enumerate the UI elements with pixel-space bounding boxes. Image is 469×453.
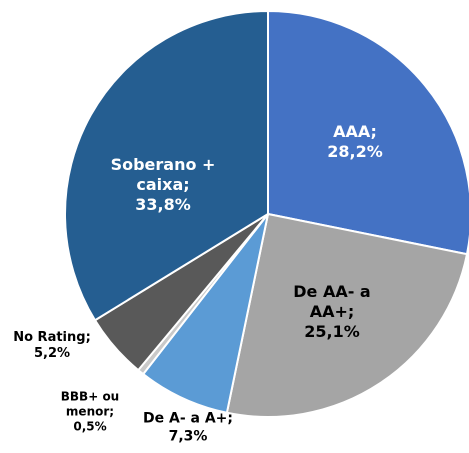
slice-label: Soberano + caixa; 33,8% <box>88 155 238 215</box>
value-label: 33,8% <box>135 195 191 214</box>
category-label: No Rating; <box>13 329 91 345</box>
slice-label: De A- a A+; 7,3% <box>123 411 253 446</box>
category-label: De A- a A+; <box>143 410 233 427</box>
slice-label: No Rating; 5,2% <box>2 330 102 363</box>
category-label: De AA- a AA+; <box>293 282 371 321</box>
slice-label: De AA- a AA+; 25,1% <box>277 282 387 342</box>
pie-slice <box>267 9 469 256</box>
pie-slice <box>64 9 269 322</box>
category-label: Soberano + caixa; <box>110 155 216 194</box>
slice-label: BBB+ ou menor; 0,5% <box>55 390 125 435</box>
value-label: 7,3% <box>168 428 208 444</box>
category-label: AAA; <box>333 122 377 141</box>
value-label: 5,2% <box>33 346 71 361</box>
value-label: 25,1% <box>304 322 360 341</box>
pie-slice <box>225 212 469 418</box>
value-label: 0,5% <box>73 419 107 434</box>
category-label: BBB+ ou menor; <box>60 389 120 419</box>
slice-label: AAA; 28,2% <box>310 122 400 162</box>
value-label: 28,2% <box>327 142 383 161</box>
